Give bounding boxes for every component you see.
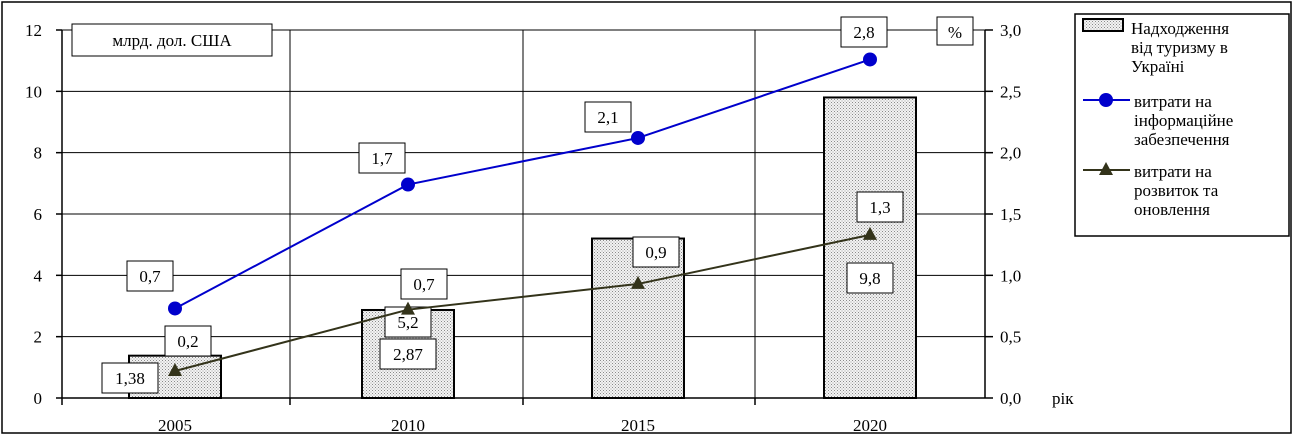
legend-entry-text: розвиток та (1134, 181, 1219, 200)
y-right-tick-label: 1,5 (1000, 205, 1021, 224)
bar-data-label-box (846, 262, 894, 294)
line-data-label: 0,9 (645, 243, 666, 262)
line-data-label-box (400, 268, 448, 300)
legend-box (1074, 13, 1290, 237)
line-data-label-box (126, 260, 174, 292)
series-line-1 (168, 52, 877, 316)
line-data-label-box (584, 101, 632, 133)
bar-data-label: 5,2 (397, 313, 418, 332)
line-data-label-box (840, 16, 888, 48)
bar-data-label: 1,38 (115, 369, 145, 388)
unit-label-left-box (71, 23, 273, 57)
data-point (168, 363, 182, 377)
line-data-label-box (632, 236, 680, 268)
legend-entry-text: інформаційне (1134, 111, 1233, 130)
y-right-tick-label: 0,5 (1000, 328, 1021, 347)
bar-data-label: 9,8 (859, 269, 880, 288)
legend-entry-text: Україні (1131, 57, 1185, 76)
line-data-label: 1,3 (869, 198, 890, 217)
data-point (863, 52, 877, 67)
legend (1074, 13, 1290, 237)
bar-data-label: 2,87 (393, 345, 423, 364)
data-point (401, 177, 415, 192)
y-right-tick-label: 1,0 (1000, 266, 1021, 285)
y-right-tick-label: 2,0 (1000, 144, 1021, 163)
y-left-tick-label: 4 (34, 266, 43, 285)
data-point (401, 301, 415, 315)
legend-entry-text: Надходження (1131, 19, 1229, 38)
x-suffix-label: рік (1052, 389, 1074, 408)
line-data-label-box (358, 142, 406, 174)
x-tick-label: 2010 (391, 416, 425, 435)
y-right-tick-label: 2,5 (1000, 82, 1021, 101)
legend-swatch-marker (1099, 93, 1113, 107)
series-line-2 (168, 226, 877, 377)
line-data-label: 0,7 (139, 267, 161, 286)
line-data-label: 2,1 (597, 108, 618, 127)
legend-entry-text: оновлення (1134, 200, 1210, 219)
y-left-tick-label: 10 (25, 82, 42, 101)
y-right-tick-label: 3,0 (1000, 21, 1021, 40)
legend-swatch-bar (1082, 18, 1124, 32)
data-point (168, 301, 182, 316)
y-left-tick-label: 8 (34, 144, 43, 163)
legend-entry-text: витрати на (1134, 92, 1212, 111)
bar-data-label-box (101, 362, 159, 394)
unit-label-right-box (936, 16, 974, 46)
y-right-tick-label: 0,0 (1000, 389, 1021, 408)
y-left-tick-label: 12 (25, 21, 42, 40)
line-data-label: 0,2 (177, 332, 198, 351)
legend-entry-text: від туризму в (1131, 38, 1228, 57)
data-point (863, 226, 877, 240)
y-left-tick-label: 0 (34, 389, 43, 408)
y-left-tick-label: 2 (34, 328, 43, 347)
series-line (174, 58, 871, 310)
x-tick-label: 2020 (853, 416, 887, 435)
legend-entry-text: витрати на (1134, 162, 1212, 181)
legend-entry-text: забезпечення (1134, 130, 1230, 149)
bar (823, 96, 917, 399)
x-tick-label: 2015 (621, 416, 655, 435)
line-data-label-box (164, 325, 212, 357)
series-line (174, 233, 871, 372)
unit-label-left: млрд. дол. США (112, 31, 232, 50)
x-tick-label: 2005 (158, 416, 192, 435)
bar-data-label-box (379, 338, 437, 370)
y-left-tick-label: 6 (34, 205, 43, 224)
line-data-label: 0,7 (413, 275, 435, 294)
line-data-label: 2,8 (853, 23, 874, 42)
line-data-label-box (856, 191, 904, 223)
data-point (631, 130, 645, 145)
data-point (631, 275, 645, 289)
legend-swatch-marker (1099, 162, 1113, 175)
unit-label-right: % (948, 23, 962, 42)
line-data-label: 1,7 (371, 149, 393, 168)
